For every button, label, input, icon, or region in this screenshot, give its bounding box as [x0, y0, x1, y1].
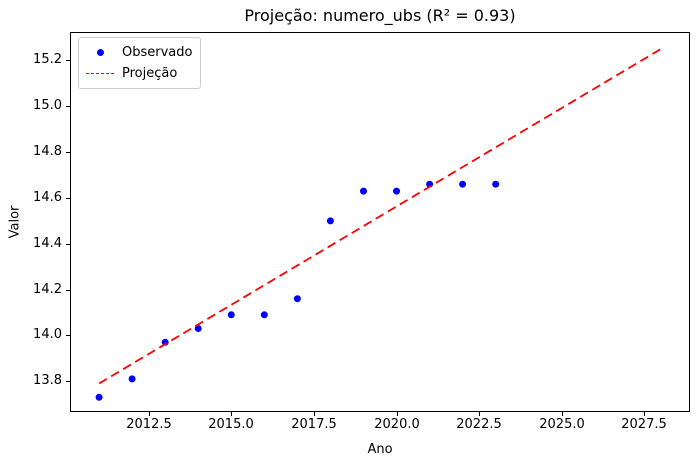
x-tick-mark: [562, 412, 563, 416]
y-tick-mark: [66, 335, 70, 336]
legend-entry-projecao: Projeção: [85, 63, 192, 84]
x-tick-label: 2025.0: [539, 417, 585, 432]
y-tick-label: 14.2: [33, 282, 62, 297]
x-tick-mark: [314, 412, 315, 416]
x-tick-label: 2017.5: [291, 417, 337, 432]
y-tick-label: 14.8: [33, 144, 62, 159]
data-point: [227, 311, 235, 319]
data-point: [293, 295, 301, 303]
y-tick-mark: [66, 152, 70, 153]
y-tick-mark: [66, 60, 70, 61]
x-axis-label: Ano: [367, 442, 393, 457]
x-tick-label: 2015.0: [208, 417, 254, 432]
x-tick-mark: [479, 412, 480, 416]
legend-label: Projeção: [122, 66, 178, 81]
x-tick-mark: [397, 412, 398, 416]
x-tick-label: 2012.5: [126, 417, 172, 432]
y-tick-label: 15.2: [33, 52, 62, 67]
data-point: [492, 180, 500, 188]
y-tick-mark: [66, 106, 70, 107]
y-tick-mark: [66, 244, 70, 245]
x-tick-mark: [149, 412, 150, 416]
x-tick-mark: [644, 412, 645, 416]
scatter-marker-icon: [96, 49, 104, 56]
plot-area: Observado Projeção: [70, 32, 690, 412]
y-tick-label: 14.0: [33, 327, 62, 342]
y-tick-label: 13.8: [33, 373, 62, 388]
projection-line: [98, 48, 662, 385]
x-tick-mark: [231, 412, 232, 416]
data-point: [326, 217, 334, 225]
legend-entry-observado: Observado: [85, 42, 192, 63]
legend-label: Observado: [122, 45, 193, 60]
plot-canvas: [95, 48, 662, 401]
y-axis-label: Valor: [7, 205, 23, 239]
y-tick-mark: [66, 381, 70, 382]
x-tick-label: 2020.0: [374, 417, 420, 432]
y-tick-mark: [66, 198, 70, 199]
data-point: [393, 187, 400, 195]
data-point: [459, 180, 467, 188]
legend: Observado Projeção: [78, 37, 202, 89]
data-point: [260, 311, 268, 319]
data-point: [128, 375, 136, 383]
x-tick-label: 2022.5: [456, 417, 502, 432]
x-tick-label: 2027.5: [621, 417, 667, 432]
legend-handle: [85, 49, 115, 56]
y-tick-label: 14.6: [33, 190, 62, 205]
data-point: [194, 325, 202, 332]
legend-handle: [85, 73, 115, 74]
data-point: [95, 393, 103, 401]
data-point: [360, 187, 367, 195]
y-tick-label: 14.4: [33, 236, 62, 251]
chart-title: Projeção: numero_ubs (R² = 0.93): [244, 6, 516, 25]
y-tick-mark: [66, 290, 70, 291]
dashed-line-marker-icon: [86, 73, 114, 74]
y-tick-label: 15.0: [33, 98, 62, 113]
